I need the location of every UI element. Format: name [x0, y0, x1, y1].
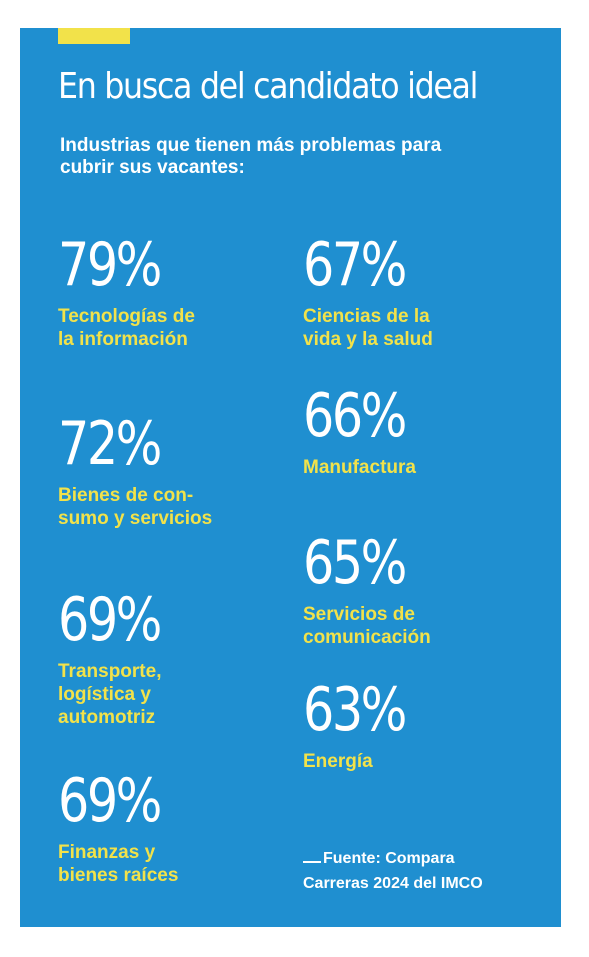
stat-label: Energía: [303, 751, 373, 772]
stat-label: Tecnologías de la información: [58, 306, 195, 350]
stat-label: Finanzas y bienes raíces: [58, 842, 179, 886]
stat-label: Manufactura: [303, 457, 416, 478]
stat-percent: 67%: [303, 230, 407, 300]
stat-percent: 66%: [303, 381, 407, 451]
page-title: En busca del candidato ideal: [58, 66, 478, 107]
stat-percent: 79%: [58, 230, 162, 300]
stat-ciencias: 67% Ciencias de la vida y la salud: [303, 233, 433, 351]
stat-finanzas: 69% Finanzas y bienes raíces: [58, 769, 182, 887]
stat-percent: 72%: [58, 409, 162, 479]
stat-transporte: 69% Transporte, logística y automotriz: [58, 588, 182, 729]
stat-bienes-consumo: 72% Bienes de con- sumo y servicios: [58, 412, 212, 530]
source-dash: [303, 860, 321, 863]
source-note: Fuente: Compara Carreras 2024 del IMCO: [303, 846, 483, 896]
infographic-panel: En busca del candidato ideal Industrias …: [20, 28, 561, 927]
stat-energia: 63% Energía: [303, 678, 427, 773]
stat-percent: 69%: [58, 766, 162, 836]
stat-label: Ciencias de la vida y la salud: [303, 306, 433, 350]
stat-percent: 69%: [58, 585, 162, 655]
stat-manufactura: 66% Manufactura: [303, 384, 427, 479]
stat-label: Transporte, logística y automotriz: [58, 661, 162, 728]
stat-label: Bienes de con- sumo y servicios: [58, 485, 213, 529]
subtitle: Industrias que tienen más problemas para…: [60, 135, 442, 178]
stat-tecnologias: 79% Tecnologías de la información: [58, 233, 195, 351]
stat-label: Servicios de comunicación: [303, 604, 431, 648]
accent-bar: [58, 28, 130, 44]
stat-percent: 65%: [303, 528, 407, 598]
source-line-1: Fuente: Compara: [323, 850, 455, 867]
stat-servicios-comunicacion: 65% Servicios de comunicación: [303, 531, 431, 649]
source-line-2: Carreras 2024 del IMCO: [303, 875, 483, 892]
stat-percent: 63%: [303, 675, 407, 745]
